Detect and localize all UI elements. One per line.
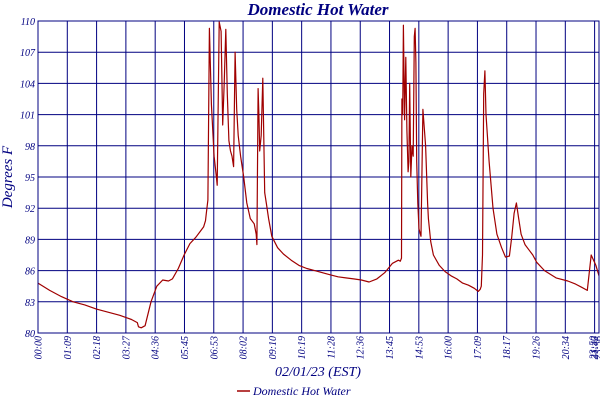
x-axis-ticks: 00:00 01:09 02:18 03:27 04:36 05:45 06:53 08:02… bbox=[34, 335, 600, 359]
x-axis-label: 02/01/23 (EST) bbox=[275, 365, 361, 380]
series-layer bbox=[37, 21, 600, 329]
x-tick-label: 06:53 bbox=[209, 336, 220, 359]
y-tick-label: 101 bbox=[20, 111, 35, 122]
x-tick-label: 19:26 bbox=[532, 336, 543, 359]
y-tick-label: 86 bbox=[25, 267, 35, 278]
x-tick-label: 03:27 bbox=[121, 335, 132, 359]
x-tick-label: 05:45 bbox=[180, 336, 191, 359]
y-tick-label: 98 bbox=[25, 142, 35, 153]
plot-frame bbox=[37, 20, 600, 334]
x-tick-label: 04:36 bbox=[151, 336, 162, 359]
y-tick-label: 92 bbox=[25, 204, 35, 215]
y-tick-label: 110 bbox=[21, 17, 35, 28]
chart-title: Domestic Hot Water bbox=[246, 0, 388, 19]
legend-entry: Domestic Hot Water bbox=[252, 384, 351, 398]
x-tick-label: 02:18 bbox=[92, 336, 103, 359]
y-tick-label: 95 bbox=[25, 173, 35, 184]
y-tick-label: 89 bbox=[25, 235, 35, 246]
x-tick-label: 01:09 bbox=[63, 336, 74, 359]
series-line-0 bbox=[37, 21, 600, 329]
x-tick-label: 10:19 bbox=[297, 336, 308, 359]
x-tick-label: 18:17 bbox=[502, 335, 513, 359]
x-tick-label: 09:10 bbox=[268, 336, 279, 359]
grid bbox=[38, 20, 599, 334]
x-tick-label: 21:43 bbox=[590, 336, 600, 359]
x-tick-label: 14:53 bbox=[414, 336, 425, 359]
y-axis-ticks: 80 83 86 89 92 95 98 101 104 107 110 bbox=[20, 17, 36, 340]
x-tick-label: 17:09 bbox=[473, 336, 484, 359]
y-tick-label: 107 bbox=[20, 48, 36, 59]
x-tick-label: 08:02 bbox=[239, 336, 250, 359]
x-tick-label: 00:00 bbox=[34, 336, 45, 359]
x-tick-label: 23:50 bbox=[589, 336, 600, 359]
y-tick-label: 104 bbox=[20, 79, 35, 90]
y-tick-label: 83 bbox=[25, 298, 35, 309]
legend: Domestic Hot Water bbox=[237, 384, 351, 398]
y-tick-label: 80 bbox=[25, 329, 35, 340]
x-tick-label: 13:45 bbox=[385, 336, 396, 359]
x-tick-label: 11:28 bbox=[326, 336, 337, 359]
x-tick-label: 23:56 bbox=[594, 336, 600, 359]
x-tick-label: 12:36 bbox=[356, 336, 367, 359]
x-tick-label: 20:34 bbox=[561, 336, 572, 359]
y-axis-label: Degrees F bbox=[0, 145, 16, 209]
x-tick-label: 16:00 bbox=[444, 336, 455, 359]
